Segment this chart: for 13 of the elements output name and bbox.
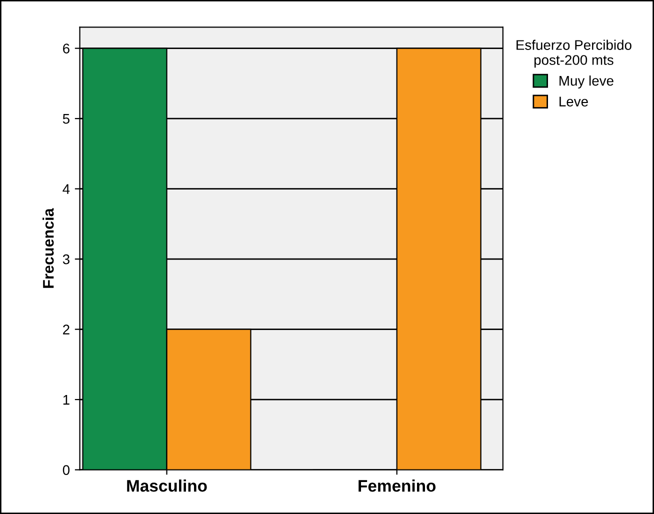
y-tick-label: 2: [63, 324, 70, 334]
y-tick-label: 4: [62, 184, 70, 194]
y-tick-label: 5: [62, 114, 70, 124]
legend-label: Leve: [560, 96, 588, 106]
y-axis-title: Frecuencia: [42, 208, 54, 288]
y-tick-label: 3: [62, 254, 70, 264]
legend-label: Muy leve: [560, 76, 614, 88]
y-tick-label: 0: [62, 465, 70, 475]
y-tick-label: 1: [63, 395, 70, 405]
legend-title: Esfuerzo Percibido post-200 mts: [516, 40, 632, 68]
y-tick-label: 6: [63, 44, 70, 54]
x-tick-label: Masculino: [127, 480, 207, 492]
x-tick-label: Femenino: [358, 480, 436, 492]
